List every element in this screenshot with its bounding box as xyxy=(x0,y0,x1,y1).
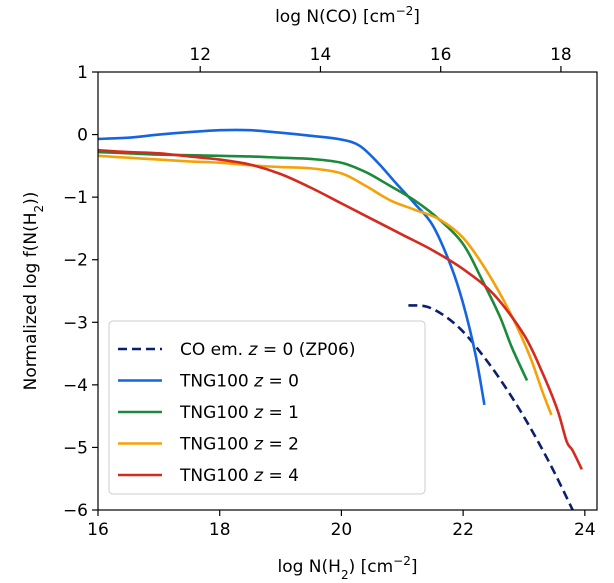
top-tick-label: 16 xyxy=(430,45,452,65)
top-tick-label: 14 xyxy=(310,45,332,65)
legend: CO em. z = 0 (ZP06) TNG100 z = 0 TNG100 z … xyxy=(108,320,426,495)
top-tick-label: 18 xyxy=(550,45,572,65)
x-tick-label: 18 xyxy=(209,520,231,540)
plot-lines xyxy=(98,128,583,510)
x-tick-label: 24 xyxy=(574,520,596,540)
y-tick-label: −5 xyxy=(63,438,88,458)
legend-label: TNG100 z = 1 xyxy=(179,403,299,423)
x-tick-label: 20 xyxy=(331,520,353,540)
legend-label: TNG100 z = 0 xyxy=(179,372,299,392)
x-tick-label: 22 xyxy=(452,520,474,540)
y-tick-label: −4 xyxy=(63,376,88,396)
top-x-axis-label: log N(CO) [cm−2] xyxy=(275,4,420,27)
axis-ticks: 16 18 20 22 24 1 0 −1 −2 −3 −4 −5 −6 12 14 16 18 xyxy=(63,45,596,540)
y-tick-label: −2 xyxy=(63,251,88,271)
y-tick-label: 0 xyxy=(77,126,88,146)
series-line-0 xyxy=(408,304,574,510)
series-line-1 xyxy=(98,128,486,406)
legend-label: CO em. z = 0 (ZP06) xyxy=(180,340,356,360)
y-axis-label: Normalized log f(N(H2)) xyxy=(21,192,46,391)
legend-label: TNG100 z = 4 xyxy=(179,466,299,486)
x-axis-label: log N(H2) [cm−2] xyxy=(277,554,417,582)
legend-label: TNG100 z = 2 xyxy=(179,435,299,455)
plot-frame xyxy=(97,71,598,511)
top-tick-label: 12 xyxy=(189,45,211,65)
legend-box xyxy=(108,320,426,495)
y-tick-label: 1 xyxy=(77,63,88,83)
x-tick-label: 16 xyxy=(87,520,109,540)
y-tick-label: −1 xyxy=(63,188,88,208)
y-tick-label: −6 xyxy=(63,501,88,521)
series-line-4 xyxy=(98,148,583,470)
y-tick-label: −3 xyxy=(63,313,88,333)
